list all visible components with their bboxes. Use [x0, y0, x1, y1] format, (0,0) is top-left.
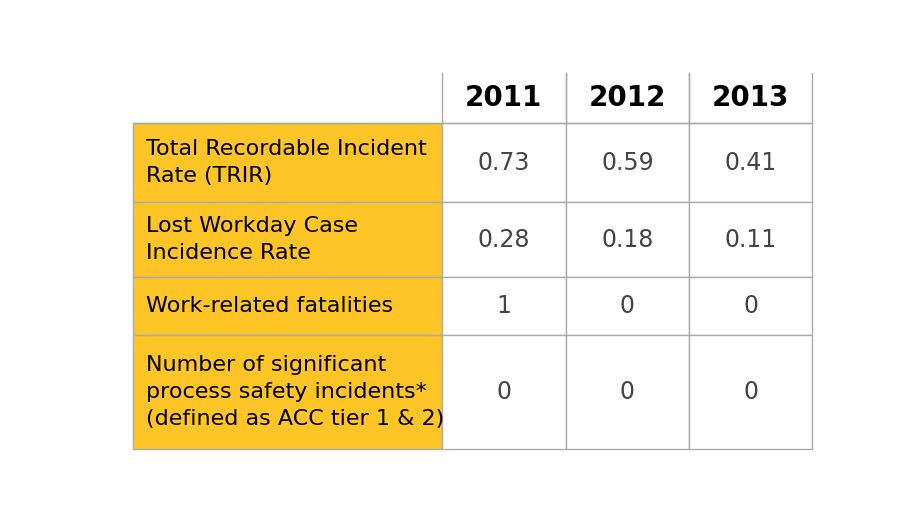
Text: Number of significant
process safety incidents*
(defined as ACC tier 1 & 2): Number of significant process safety inc… [145, 355, 444, 429]
Text: 0: 0 [619, 294, 634, 318]
Text: Total Recordable Incident
Rate (TRIR): Total Recordable Incident Rate (TRIR) [145, 139, 425, 186]
Text: 0.28: 0.28 [477, 227, 529, 252]
Text: 0.18: 0.18 [601, 227, 653, 252]
Text: Work-related fatalities: Work-related fatalities [145, 296, 392, 316]
Text: 0: 0 [743, 380, 757, 404]
Text: 0.73: 0.73 [477, 151, 529, 174]
Text: 2012: 2012 [588, 84, 665, 112]
Text: 0.59: 0.59 [600, 151, 653, 174]
Text: 0.41: 0.41 [724, 151, 777, 174]
Text: 0: 0 [619, 380, 634, 404]
Text: 2013: 2013 [711, 84, 789, 112]
Text: 0: 0 [495, 380, 511, 404]
Text: 1: 1 [496, 294, 511, 318]
Text: 0: 0 [743, 294, 757, 318]
Text: Lost Workday Case
Incidence Rate: Lost Workday Case Incidence Rate [145, 216, 357, 263]
Text: 0.11: 0.11 [724, 227, 776, 252]
Text: 2011: 2011 [465, 84, 542, 112]
